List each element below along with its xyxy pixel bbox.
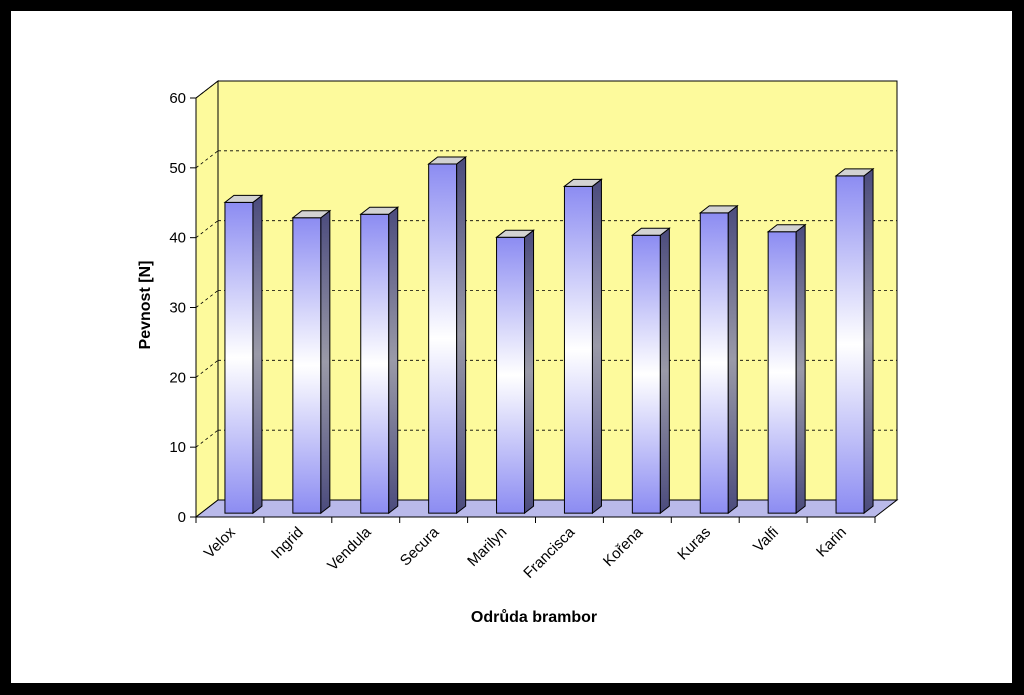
bar-front [835,175,865,514]
x-tick-label: Marilyn [464,524,510,570]
y-axis: 0 10 20 30 40 50 60 [169,90,197,526]
bar-top [495,229,536,238]
x-tick-label: Francisca [520,523,578,581]
bar-top [698,205,739,214]
bar-side [388,206,399,515]
y-tick-label: 0 [178,509,186,526]
y-axis-title: Pevnost [N] [137,261,154,350]
bar-side [659,227,670,515]
gridline-side [195,150,219,169]
bar-side [727,204,738,515]
bar [698,204,739,515]
bar-side [252,194,263,515]
bar-side [456,155,467,515]
bar-side [524,229,535,515]
x-axis-title: Odrůda brambor [471,609,597,626]
y-tick-label: 60 [169,90,186,107]
x-tick-label: Secura [397,523,443,569]
bar-top [834,168,875,177]
bar [834,167,875,515]
bar-side [591,178,602,515]
gridline-side [195,360,219,378]
x-tick-label: Karin [813,524,850,561]
bar-top [359,206,400,215]
bar-front [699,212,729,514]
bar [562,178,603,515]
x-axis: Velox Ingrid Vendula Secura Marilyn Francisca… [195,516,876,582]
x-tick-label: Valfi [750,524,782,556]
x-tick-label: Vendula [324,523,375,574]
bar [427,155,468,515]
y-tick-label: 40 [169,230,186,247]
bar-top [427,156,468,165]
gridline-side [195,80,219,99]
bar-side [863,167,874,515]
bar-front [292,217,322,514]
bar-top [223,194,264,203]
bar-front [224,201,254,514]
bar-front [563,185,593,514]
y-tick-label: 10 [169,439,186,456]
bar-top [291,210,332,219]
bar [359,206,400,515]
bar [291,209,332,515]
bar-top [630,227,671,236]
bar-top [766,224,807,233]
gridline-side [195,429,219,448]
bar [495,229,536,515]
gridline-side [195,290,219,308]
x-tick-label: Ingrid [268,524,307,563]
y-tick-label: 50 [169,160,186,177]
bar-side [795,223,806,515]
bar-side [320,209,331,515]
bar-front [631,234,661,514]
y-tick-label: 20 [169,369,186,386]
x-tick-label: Kořena [600,523,647,570]
x-tick-label: Kuras [674,524,714,564]
bar-front [496,236,526,514]
bar-front [428,163,458,514]
bar-top [562,178,603,187]
gridline-side [195,220,219,238]
bar [630,227,671,515]
y-tick-label: 30 [169,300,186,317]
bar-front [767,231,797,514]
bar [223,194,264,515]
bar [766,223,807,515]
x-tick-label: Velox [201,523,239,561]
bars [223,155,875,515]
bar-front [360,213,390,514]
